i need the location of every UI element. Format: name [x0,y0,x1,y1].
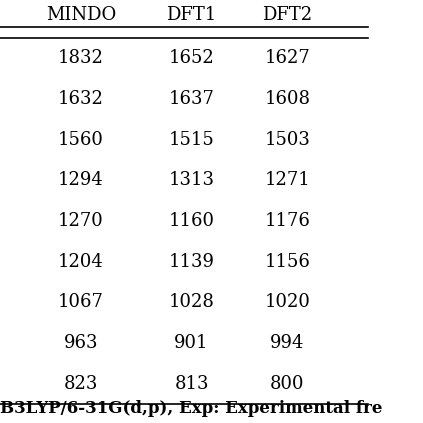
Text: 1652: 1652 [169,49,214,67]
Text: 823: 823 [64,375,98,393]
Text: 1204: 1204 [58,253,104,271]
Text: 1515: 1515 [169,131,214,149]
Text: 963: 963 [64,334,98,352]
Text: 1028: 1028 [169,293,214,311]
Text: 1270: 1270 [58,212,104,230]
Text: B3LYP/6-31G(d,p), Exp: Experimental fre: B3LYP/6-31G(d,p), Exp: Experimental fre [0,400,382,417]
Text: DFT1: DFT1 [167,6,217,24]
Text: 1294: 1294 [58,171,104,190]
Text: 1020: 1020 [264,293,310,311]
Text: 800: 800 [270,375,305,393]
Text: 994: 994 [270,334,305,352]
Text: 1637: 1637 [169,90,214,108]
Text: 1176: 1176 [264,212,310,230]
Text: 1067: 1067 [58,293,104,311]
Text: 1160: 1160 [169,212,214,230]
Text: 813: 813 [174,375,209,393]
Text: DFT2: DFT2 [262,6,313,24]
Text: 1139: 1139 [169,253,214,271]
Text: 901: 901 [174,334,209,352]
Text: MINDO: MINDO [46,6,116,24]
Text: 1156: 1156 [264,253,310,271]
Text: 1560: 1560 [58,131,104,149]
Text: 1627: 1627 [264,49,310,67]
Text: 1608: 1608 [264,90,310,108]
Text: 1503: 1503 [264,131,310,149]
Text: 1271: 1271 [264,171,310,190]
Text: 1832: 1832 [58,49,104,67]
Text: 1632: 1632 [58,90,104,108]
Text: 1313: 1313 [169,171,214,190]
